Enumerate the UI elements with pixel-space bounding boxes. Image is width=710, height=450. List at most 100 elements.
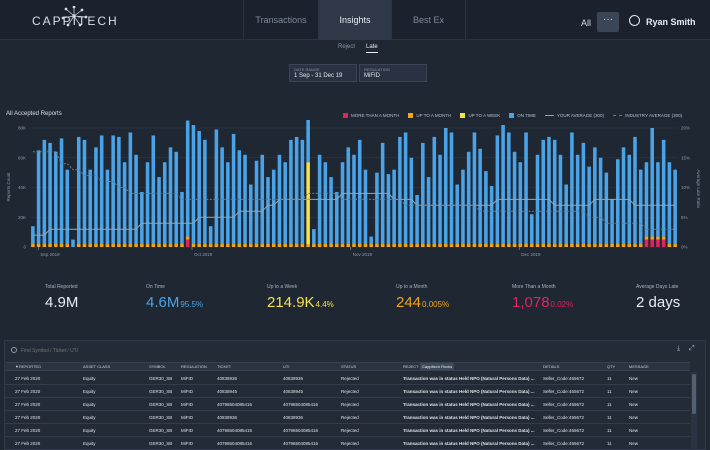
table-cell: MiFID <box>181 428 193 433</box>
stat-card: Average Days Late 2 days <box>636 284 681 312</box>
column-header[interactable]: UTI <box>283 364 290 369</box>
bar-segment <box>518 162 523 245</box>
bar-segment <box>587 244 591 248</box>
bar-segment <box>48 142 52 245</box>
legend-item[interactable]: INDUSTRY AVERAGE (300) <box>613 113 682 118</box>
column-header[interactable]: SYMBOL <box>149 364 166 369</box>
legend-swatch <box>509 113 515 118</box>
column-header[interactable]: TICKET <box>217 364 232 369</box>
stat-label: Average Days Late <box>636 284 679 290</box>
table-cell: Transaction was in status Held NPO (Natu… <box>403 376 535 381</box>
tab-insights[interactable]: Insights <box>318 0 391 40</box>
bar-segment <box>547 136 551 245</box>
bar-segment <box>271 244 276 248</box>
subtab-late[interactable]: Late <box>366 44 378 53</box>
bar-segment <box>191 244 196 248</box>
legend-swatch <box>613 115 623 116</box>
bar-segment <box>656 239 660 247</box>
column-header[interactable]: REJECT <box>403 364 419 369</box>
bar-segment <box>616 244 620 248</box>
legend-item[interactable]: MORE THAN A MONTH <box>343 113 399 118</box>
bar-segment <box>575 154 580 245</box>
bar-segment <box>478 148 482 245</box>
x-tick-label: Dec 2019 <box>521 252 541 257</box>
table-cell: Seller_Code:455672 <box>543 428 585 433</box>
date-range-filter[interactable]: DATE RANGE 1 Sep - 31 Dec 19 <box>289 64 357 82</box>
column-header[interactable]: QTY <box>607 364 616 369</box>
tab-transactions[interactable]: Transactions <box>243 0 318 40</box>
table-header: ▼REPORTED ASSET CLASS SYMBOL REGULATION TICK… <box>5 362 690 371</box>
bar-segment <box>157 244 161 248</box>
user-avatar-icon[interactable] <box>629 15 640 26</box>
table-row[interactable]: 27 Feb 2020 Equity GER30_SB MiFID 4079650408… <box>5 437 690 450</box>
bar-segment <box>203 139 207 245</box>
bar-segment <box>380 244 385 248</box>
column-header[interactable]: ASSET CLASS <box>83 364 111 369</box>
column-header[interactable]: MESSAGE <box>629 364 649 369</box>
bar-segment <box>323 244 328 248</box>
table-row[interactable]: 27 Feb 2020 Equity GER30_SB MiFID 4079650408… <box>5 398 690 411</box>
bar-segment <box>667 162 672 245</box>
bar-segment <box>650 239 654 247</box>
bar-segment <box>88 169 92 245</box>
scrollbar-thumb[interactable] <box>692 374 696 414</box>
bar-segment <box>489 186 494 245</box>
column-header[interactable]: DETAILS <box>543 364 560 369</box>
table-cell: 40838945 <box>283 389 304 394</box>
more-options-button[interactable]: ··· <box>597 12 619 32</box>
y2-axis-label: Average Late Ratio <box>696 170 701 209</box>
table-row[interactable]: 27 Feb 2020 Equity GER30_SB MiFID 40838936 40… <box>5 372 690 385</box>
scope-selector[interactable]: All <box>581 18 592 28</box>
table-cell: GER30_SB <box>149 428 173 433</box>
bar-segment <box>541 139 546 245</box>
bar-segment <box>673 169 677 245</box>
bar-segment <box>438 154 442 245</box>
bar-segment <box>203 244 207 248</box>
table-cell: Equity <box>83 415 96 420</box>
bar-segment <box>191 125 196 245</box>
bar-segment <box>484 244 488 248</box>
bar-segment <box>226 244 230 248</box>
stat-value: 1,078 <box>512 294 550 311</box>
bar-segment <box>31 226 35 245</box>
bar-segment <box>151 244 156 248</box>
table-cell: Rejected <box>341 428 359 433</box>
table-row[interactable]: 27 Feb 2020 Equity GER30_SB MiFID 40838936 40… <box>5 411 690 424</box>
tab-best-ex[interactable]: Best Ex <box>391 0 466 40</box>
bar-segment <box>667 244 672 248</box>
subtab-reject[interactable]: Reject <box>338 44 356 50</box>
bar-segment <box>529 214 534 245</box>
bar-segment <box>254 244 259 248</box>
legend-item[interactable]: UP TO A WEEK <box>460 113 500 118</box>
column-header[interactable]: REGULATION <box>181 364 207 369</box>
table-cell: New <box>629 376 639 381</box>
bar-segment <box>421 244 425 248</box>
bar-segment <box>598 157 603 245</box>
user-name[interactable]: Ryan Smith <box>646 17 696 27</box>
column-header[interactable]: STATUS <box>341 364 357 369</box>
table-scrollbar[interactable] <box>691 372 697 450</box>
expand-icon[interactable]: ⤢ <box>689 345 695 352</box>
table-row[interactable]: 27 Feb 2020 Equity GER30_SB MiFID 4079650408… <box>5 424 690 437</box>
column-header[interactable]: ▼REPORTED <box>15 364 42 369</box>
regulation-filter[interactable]: REGULATION MiFID <box>359 64 427 82</box>
bar-segment <box>375 172 379 245</box>
bar-segment <box>48 244 52 248</box>
bar-segment <box>581 142 586 245</box>
bar-segment <box>633 136 637 245</box>
table-cell: 40838936 <box>217 376 238 381</box>
bar-segment <box>289 244 293 248</box>
legend-item[interactable]: ON TIME <box>509 113 536 118</box>
bar-segment <box>570 244 574 248</box>
table-row[interactable]: 27 Feb 2020 Equity GER30_SB MiFID 40838945 40… <box>5 385 690 398</box>
bar-segment <box>323 162 328 245</box>
legend-item[interactable]: YOUR AVERAGE (300) <box>544 113 604 118</box>
search-input[interactable] <box>21 346 321 356</box>
bar-segment <box>621 244 626 248</box>
legend-item[interactable]: UP TO A MONTH <box>408 113 451 118</box>
download-icon[interactable]: ⤓ <box>677 345 681 352</box>
stat-value: 244 <box>396 294 422 311</box>
bar-segment <box>220 244 224 248</box>
bar-segment <box>122 162 127 245</box>
bar-segment <box>409 157 414 245</box>
